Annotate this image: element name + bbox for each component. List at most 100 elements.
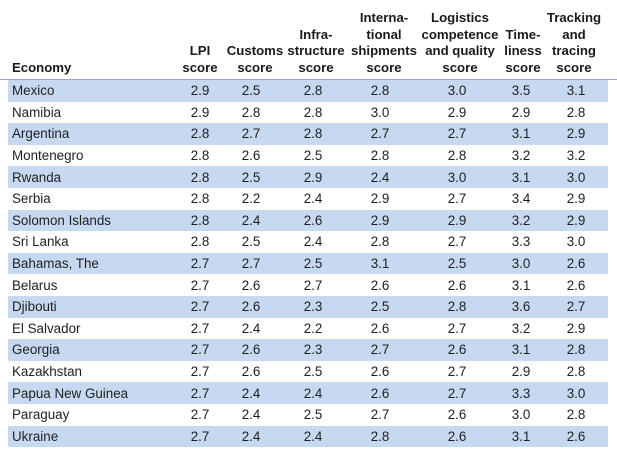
cell-international-shipments-score: 2.8	[344, 80, 416, 102]
cell-logistics-competence-score: 2.7	[416, 317, 498, 340]
table-header: Economy LPI score Customs score Infra- s…	[0, 0, 617, 80]
cell-customs-score: 2.6	[220, 339, 282, 361]
cell-economy: Djibouti	[8, 295, 180, 318]
cell-tracking-tracing-score: 2.8	[544, 403, 608, 426]
cell-international-shipments-score: 3.1	[344, 252, 416, 275]
cell-timeliness-score: 2.9	[498, 360, 544, 383]
cell-logistics-competence-score: 2.9	[416, 101, 498, 124]
cell-timeliness-score: 3.2	[498, 144, 544, 167]
cell-international-shipments-score: 2.8	[344, 231, 416, 253]
cell-logistics-competence-score: 2.6	[416, 425, 498, 448]
cell-timeliness-score: 3.3	[498, 382, 544, 404]
cell-logistics-competence-score: 3.0	[416, 166, 498, 188]
header-logistics-competence-score: Logistics competence and quality score	[421, 10, 499, 75]
cell-lpi-score: 2.7	[180, 382, 220, 404]
cell-timeliness-score: 3.2	[498, 209, 544, 232]
cell-lpi-score: 2.8	[180, 144, 220, 167]
cell-economy: Mexico	[8, 80, 180, 102]
table-row: Papua New Guinea 2.7 2.4 2.4 2.6 2.7 3.3 3.0	[8, 382, 608, 404]
cell-infrastructure-score: 2.4	[282, 187, 344, 210]
table-row: Ukraine 2.7 2.4 2.4 2.8 2.6 3.1 2.6	[8, 425, 608, 448]
table-row: Djibouti 2.7 2.6 2.3 2.5 2.8 3.6 2.7	[8, 295, 608, 318]
cell-customs-score: 2.6	[220, 295, 282, 318]
cell-tracking-tracing-score: 3.1	[544, 80, 608, 102]
cell-logistics-competence-score: 2.8	[416, 295, 498, 318]
cell-customs-score: 2.7	[220, 123, 282, 145]
table-row: Mexico 2.9 2.5 2.8 2.8 3.0 3.5 3.1	[8, 80, 608, 102]
table-row: Argentina 2.8 2.7 2.8 2.7 2.7 3.1 2.9	[8, 123, 608, 145]
cell-logistics-competence-score: 2.7	[416, 123, 498, 145]
cell-lpi-score: 2.7	[180, 403, 220, 426]
cell-international-shipments-score: 2.7	[344, 403, 416, 426]
cell-economy: Serbia	[8, 187, 180, 210]
cell-international-shipments-score: 2.7	[344, 123, 416, 145]
header-timeliness-score: Time- liness score	[504, 26, 542, 75]
cell-economy: Ukraine	[8, 425, 180, 448]
cell-tracking-tracing-score: 2.9	[544, 123, 608, 145]
cell-tracking-tracing-score: 2.8	[544, 339, 608, 361]
table-row: Montenegro 2.8 2.6 2.5 2.8 2.8 3.2 3.2	[8, 144, 608, 167]
cell-timeliness-score: 3.0	[498, 403, 544, 426]
cell-economy: Namibia	[8, 101, 180, 124]
cell-lpi-score: 2.7	[180, 295, 220, 318]
cell-tracking-tracing-score: 2.9	[544, 317, 608, 340]
cell-logistics-competence-score: 2.7	[416, 187, 498, 210]
cell-lpi-score: 2.7	[180, 252, 220, 275]
table-row: Sri Lanka 2.8 2.5 2.4 2.8 2.7 3.3 3.0	[8, 231, 608, 253]
cell-infrastructure-score: 2.5	[282, 144, 344, 167]
cell-customs-score: 2.5	[220, 166, 282, 188]
cell-tracking-tracing-score: 2.6	[544, 252, 608, 275]
cell-economy: Bahamas, The	[8, 252, 180, 275]
cell-infrastructure-score: 2.5	[282, 403, 344, 426]
cell-tracking-tracing-score: 2.6	[544, 274, 608, 296]
cell-infrastructure-score: 2.5	[282, 360, 344, 383]
cell-customs-score: 2.4	[220, 317, 282, 340]
cell-infrastructure-score: 2.7	[282, 274, 344, 296]
header-lpi-score: LPI score	[182, 43, 218, 75]
cell-timeliness-score: 3.1	[498, 123, 544, 145]
cell-tracking-tracing-score: 2.8	[544, 360, 608, 383]
cell-infrastructure-score: 2.8	[282, 101, 344, 124]
cell-logistics-competence-score: 3.0	[416, 80, 498, 102]
cell-economy: Belarus	[8, 274, 180, 296]
table-row: Namibia 2.9 2.8 2.8 3.0 2.9 2.9 2.8	[8, 101, 608, 124]
lpi-data-table: Mexico 2.9 2.5 2.8 2.8 3.0 3.5 3.1 Namibia 2.9 2.8…	[8, 80, 608, 448]
cell-timeliness-score: 3.5	[498, 80, 544, 102]
cell-lpi-score: 2.7	[180, 360, 220, 383]
cell-timeliness-score: 3.1	[498, 339, 544, 361]
cell-infrastructure-score: 2.3	[282, 295, 344, 318]
cell-international-shipments-score: 2.5	[344, 295, 416, 318]
cell-infrastructure-score: 2.4	[282, 425, 344, 448]
table-row: Solomon Islands 2.8 2.4 2.6 2.9 2.9 3.2 2.9	[8, 209, 608, 232]
cell-timeliness-score: 3.1	[498, 166, 544, 188]
cell-international-shipments-score: 2.9	[344, 209, 416, 232]
cell-timeliness-score: 3.2	[498, 317, 544, 340]
cell-lpi-score: 2.8	[180, 209, 220, 232]
cell-logistics-competence-score: 2.9	[416, 209, 498, 232]
cell-international-shipments-score: 2.8	[344, 425, 416, 448]
cell-timeliness-score: 3.6	[498, 295, 544, 318]
cell-lpi-score: 2.7	[180, 339, 220, 361]
table-row: Kazakhstan 2.7 2.6 2.5 2.6 2.7 2.9 2.8	[8, 360, 608, 383]
cell-tracking-tracing-score: 2.8	[544, 101, 608, 124]
cell-timeliness-score: 3.1	[498, 425, 544, 448]
cell-logistics-competence-score: 2.8	[416, 144, 498, 167]
cell-infrastructure-score: 2.2	[282, 317, 344, 340]
cell-economy: Sri Lanka	[8, 231, 180, 253]
header-international-shipments-score: Interna- tional shipments score	[351, 10, 417, 75]
cell-customs-score: 2.7	[220, 252, 282, 275]
cell-international-shipments-score: 2.6	[344, 360, 416, 383]
cell-international-shipments-score: 2.7	[344, 339, 416, 361]
cell-tracking-tracing-score: 3.0	[544, 231, 608, 253]
table-row: Belarus 2.7 2.6 2.7 2.6 2.6 3.1 2.6	[8, 274, 608, 296]
table-row: Rwanda 2.8 2.5 2.9 2.4 3.0 3.1 3.0	[8, 166, 608, 188]
cell-lpi-score: 2.7	[180, 274, 220, 296]
cell-timeliness-score: 3.0	[498, 252, 544, 275]
cell-timeliness-score: 3.3	[498, 231, 544, 253]
cell-tracking-tracing-score: 3.0	[544, 166, 608, 188]
cell-timeliness-score: 2.9	[498, 101, 544, 124]
cell-international-shipments-score: 2.6	[344, 317, 416, 340]
table-row: Georgia 2.7 2.6 2.3 2.7 2.6 3.1 2.8	[8, 339, 608, 361]
cell-tracking-tracing-score: 2.7	[544, 295, 608, 318]
cell-economy: El Salvador	[8, 317, 180, 340]
